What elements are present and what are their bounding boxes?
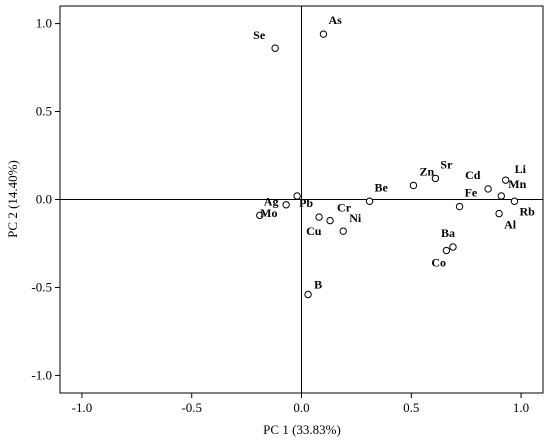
data-point-pb xyxy=(293,192,301,200)
x-tick-label: 0.5 xyxy=(403,400,419,415)
y-tick-label: -1.0 xyxy=(31,367,52,382)
data-point-b xyxy=(304,290,312,299)
point-label-cd: Cd xyxy=(465,168,481,182)
point-label-ag: Ag xyxy=(264,194,279,208)
data-point-se xyxy=(271,44,279,52)
data-point-cd xyxy=(484,185,492,193)
x-tick-label: 1.0 xyxy=(513,400,529,415)
data-point-li xyxy=(501,176,510,184)
point-label-as: As xyxy=(328,13,342,27)
point-label-mo: Mo xyxy=(260,206,277,220)
y-tick-label: 0.5 xyxy=(36,104,52,119)
y-tick-label: -0.5 xyxy=(31,279,52,294)
x-axis-title: PC 1 (33.83%) xyxy=(263,422,341,437)
data-point-cu xyxy=(315,213,323,221)
data-point-rb xyxy=(510,197,519,205)
x-tick-label: 0.0 xyxy=(293,400,309,415)
point-label-sr: Sr xyxy=(440,157,453,171)
point-label-be: Be xyxy=(375,180,389,194)
point-label-se: Se xyxy=(253,28,266,42)
point-label-li: Li xyxy=(515,162,527,176)
data-point-ni xyxy=(339,227,347,235)
reference-lines xyxy=(60,6,543,393)
data-point-al xyxy=(495,209,503,218)
data-point-ag xyxy=(256,211,264,220)
data-point-ba xyxy=(449,243,457,251)
x-tick-label: -0.5 xyxy=(181,400,202,415)
point-label-rb: Rb xyxy=(519,204,535,218)
data-point-fe xyxy=(455,202,464,211)
point-label-al: Al xyxy=(504,218,517,232)
point-label-co: Co xyxy=(431,256,446,270)
data-point-zn xyxy=(409,181,418,190)
data-point-sr xyxy=(431,174,440,183)
point-label-pb: Pb xyxy=(299,196,313,210)
point-label-b: B xyxy=(314,277,322,291)
point-label-zn: Zn xyxy=(419,164,434,178)
point-label-fe: Fe xyxy=(465,186,478,200)
data-point-co xyxy=(442,246,451,255)
point-label-ni: Ni xyxy=(349,211,362,225)
x-axis-ticks: -1.0 -0.5 0.0 0.5 1.0 xyxy=(72,393,529,415)
data-point-as xyxy=(319,30,328,38)
data-point-cr xyxy=(326,216,334,225)
y-tick-label: 0.0 xyxy=(36,192,52,207)
point-label-ba: Ba xyxy=(441,226,455,240)
data-point-mo xyxy=(282,201,290,209)
point-label-cu: Cu xyxy=(306,224,322,238)
y-tick-label: 1.0 xyxy=(36,16,52,31)
point-label-cr: Cr xyxy=(337,201,352,215)
x-tick-label: -1.0 xyxy=(72,400,93,415)
y-axis-ticks: 1.0 0.5 0.0 -0.5 -1.0 xyxy=(31,16,60,382)
data-point-be xyxy=(365,197,374,205)
y-axis-title: PC 2 (14.40%) xyxy=(5,160,20,238)
point-label-mn: Mn xyxy=(508,177,526,191)
data-point-mn xyxy=(497,192,505,200)
